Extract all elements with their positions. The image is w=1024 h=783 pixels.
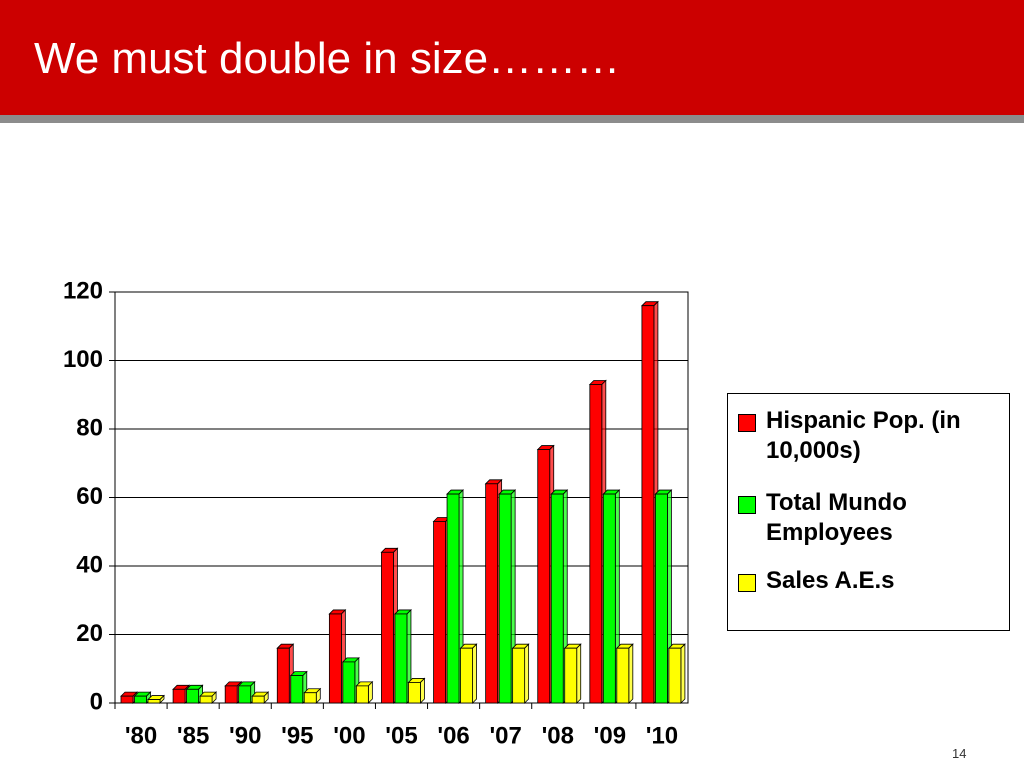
bar — [602, 493, 616, 704]
legend-swatch — [738, 574, 756, 592]
bar — [655, 493, 668, 704]
bar — [446, 493, 460, 704]
legend-item: Hispanic Pop. (in 10,000s) — [738, 406, 1003, 466]
bar — [550, 493, 564, 704]
x-tick-label: '00 — [333, 722, 365, 749]
x-tick-label: '85 — [177, 722, 209, 749]
bar — [147, 699, 161, 704]
slide-title: We must double in size……… — [34, 34, 621, 83]
x-tick-label: '80 — [125, 722, 157, 749]
x-tick-label: '95 — [281, 722, 313, 749]
bar — [408, 682, 421, 704]
header-rule — [0, 115, 1024, 123]
x-tick-label: '05 — [385, 722, 417, 749]
legend: Hispanic Pop. (in 10,000s) Total Mundo Em… — [727, 393, 1010, 631]
legend-item: Sales A.E.s — [738, 566, 1003, 596]
bar-side — [576, 643, 582, 704]
y-tick-label: 100 — [63, 346, 103, 373]
legend-label: Hispanic Pop. (in 10,000s) — [766, 407, 961, 464]
bar — [276, 647, 290, 704]
bar — [433, 521, 446, 704]
bar-side — [628, 643, 634, 704]
x-tick-label: '08 — [542, 722, 574, 749]
bar-side — [472, 643, 477, 704]
bar — [355, 685, 369, 704]
bar — [537, 449, 551, 704]
bar-side — [367, 680, 373, 704]
legend-label: Sales A.E.s — [766, 567, 895, 594]
bar — [564, 647, 578, 704]
bar — [186, 688, 199, 704]
bar-side — [420, 677, 425, 704]
y-tick-label: 20 — [76, 620, 103, 647]
bar — [668, 647, 682, 704]
bar — [498, 493, 512, 704]
legend-swatch — [738, 496, 756, 514]
y-tick-label: 40 — [76, 551, 103, 578]
bar — [342, 661, 356, 704]
bar — [172, 688, 186, 704]
x-tick-label: '06 — [437, 722, 469, 749]
x-tick-label: '07 — [489, 722, 521, 749]
bar-side — [680, 643, 686, 704]
bar — [641, 305, 655, 704]
x-tick-label: '09 — [594, 722, 626, 749]
x-tick-label: '90 — [229, 722, 261, 749]
bar — [290, 675, 304, 704]
bar — [224, 685, 238, 704]
bar — [251, 695, 265, 704]
bar — [616, 647, 630, 704]
bar — [199, 695, 213, 704]
y-tick-label: 120 — [63, 277, 103, 304]
bar — [589, 384, 603, 704]
header-band — [0, 0, 1024, 115]
y-tick-label: 80 — [76, 414, 103, 441]
bar — [134, 695, 147, 704]
bar — [394, 613, 408, 704]
bar — [328, 613, 342, 704]
x-tick-label: '10 — [646, 722, 678, 749]
bar — [381, 551, 394, 704]
bar — [512, 647, 526, 704]
bar — [460, 647, 473, 704]
legend-swatch — [738, 414, 756, 432]
bar — [485, 483, 499, 704]
legend-item: Total Mundo Employees — [738, 488, 1003, 548]
y-tick-label: 60 — [76, 483, 103, 510]
bar — [303, 692, 317, 704]
y-tick-label: 0 — [90, 688, 103, 715]
page-number: 14 — [952, 746, 967, 761]
legend-label: Total Mundo Employees — [766, 489, 907, 546]
bar — [238, 685, 252, 704]
bar — [120, 695, 134, 704]
bar-side — [524, 643, 530, 704]
